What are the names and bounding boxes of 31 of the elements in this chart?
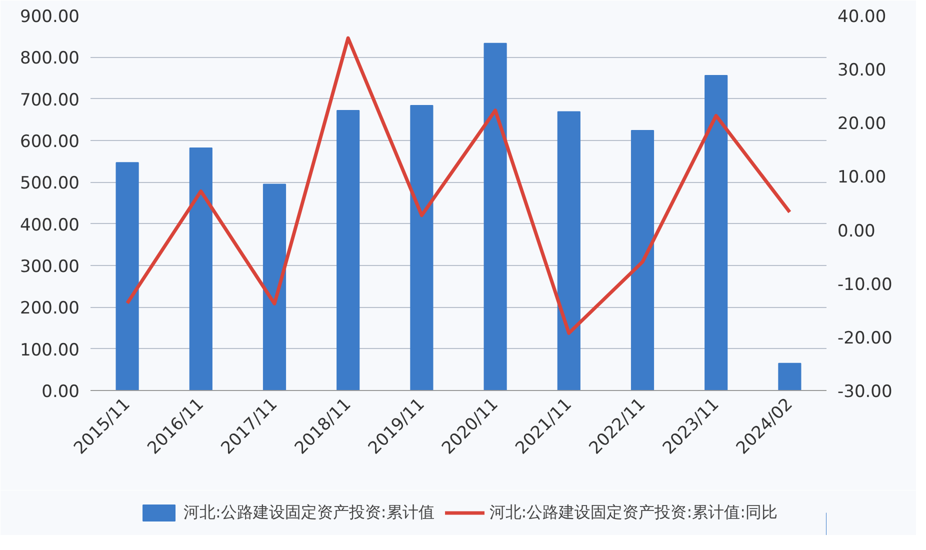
bar bbox=[630, 130, 654, 390]
legend-label: 河北:公路建设固定资产投资:累计值:同比 bbox=[489, 502, 778, 523]
bar bbox=[410, 105, 434, 390]
y2-tick-label: -30.00 bbox=[838, 382, 892, 402]
y2-tick-label: 30.00 bbox=[838, 60, 886, 81]
bar bbox=[116, 162, 139, 390]
bar bbox=[778, 362, 802, 390]
y2-tick-label: 40.00 bbox=[838, 7, 886, 27]
y2-tick-label: 20.00 bbox=[838, 114, 886, 134]
legend-label: 河北:公路建设固定资产投资:累计值 bbox=[184, 502, 434, 523]
bar bbox=[704, 75, 728, 390]
y2-tick-label: 10.00 bbox=[838, 168, 886, 188]
y2-tick-label: 0.00 bbox=[838, 221, 876, 242]
y-tick-label: 100.00 bbox=[20, 340, 80, 360]
y-tick-label: 700.00 bbox=[20, 90, 80, 110]
line-series bbox=[126, 36, 792, 335]
bar bbox=[484, 42, 507, 390]
bar bbox=[189, 148, 212, 390]
y-tick-label: 200.00 bbox=[20, 298, 80, 319]
y-tick-label: 800.00 bbox=[20, 48, 80, 69]
y-tick-label: 300.00 bbox=[20, 257, 80, 277]
y-tick-label: 900.00 bbox=[20, 7, 80, 27]
bar bbox=[557, 111, 580, 390]
bar bbox=[336, 110, 360, 390]
y-tick-label: 500.00 bbox=[20, 174, 80, 194]
y2-tick-label: -10.00 bbox=[838, 274, 892, 295]
y2-tick-label: -20.00 bbox=[838, 328, 892, 348]
y-tick-label: 0.00 bbox=[42, 382, 80, 402]
bar bbox=[262, 184, 286, 390]
y-tick-label: 600.00 bbox=[20, 132, 80, 152]
y-tick-label: 400.00 bbox=[20, 215, 80, 236]
